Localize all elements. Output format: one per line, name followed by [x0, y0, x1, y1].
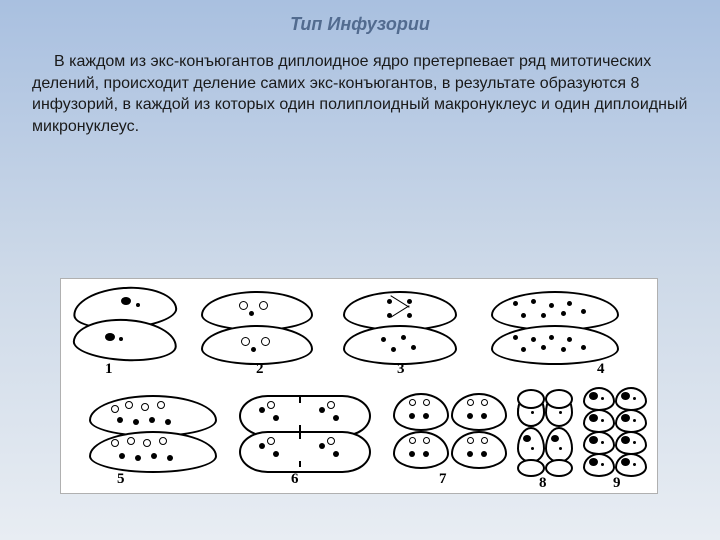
label-9: 9 [613, 475, 621, 492]
label-4: 4 [597, 361, 605, 378]
label-5: 5 [117, 471, 125, 488]
label-3: 3 [397, 361, 405, 378]
label-8: 8 [539, 475, 547, 492]
conjugation-diagram: 1 2 [60, 278, 658, 494]
label-2: 2 [256, 361, 264, 378]
label-1: 1 [105, 361, 113, 378]
page-title: Тип Инфузории [0, 0, 720, 45]
paragraph-text: В каждом из экс-конъюгантов диплоидное я… [32, 53, 687, 135]
label-6: 6 [291, 471, 299, 488]
slide: Тип Инфузории В каждом из экс-конъюганто… [0, 0, 720, 540]
label-7: 7 [439, 471, 447, 488]
body-paragraph: В каждом из экс-конъюгантов диплоидное я… [0, 45, 720, 137]
